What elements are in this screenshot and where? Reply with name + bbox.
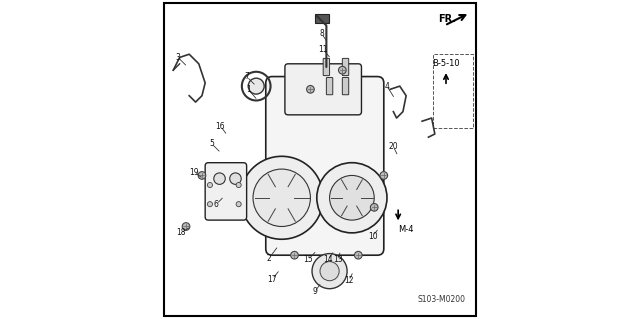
- Text: 9: 9: [312, 287, 317, 296]
- FancyBboxPatch shape: [285, 64, 362, 115]
- Text: 10: 10: [368, 232, 378, 241]
- Circle shape: [240, 156, 323, 239]
- Text: 14: 14: [323, 256, 333, 264]
- FancyBboxPatch shape: [326, 78, 333, 95]
- FancyBboxPatch shape: [266, 77, 384, 255]
- Text: 18: 18: [177, 228, 186, 237]
- Circle shape: [236, 182, 241, 188]
- Text: 5: 5: [209, 139, 214, 148]
- Circle shape: [380, 172, 388, 179]
- Circle shape: [248, 78, 264, 94]
- Text: 19: 19: [189, 168, 199, 177]
- Text: FR.: FR.: [438, 14, 456, 24]
- Text: M-4: M-4: [398, 225, 414, 234]
- Circle shape: [330, 175, 374, 220]
- Text: 12: 12: [344, 276, 353, 285]
- Text: 6: 6: [214, 200, 219, 209]
- Text: 1: 1: [246, 85, 251, 94]
- FancyBboxPatch shape: [323, 58, 330, 76]
- Circle shape: [230, 173, 241, 184]
- Text: 7: 7: [244, 72, 249, 81]
- Text: 16: 16: [216, 122, 225, 130]
- Text: 13: 13: [333, 256, 342, 264]
- Text: 8: 8: [319, 29, 324, 38]
- Text: 4: 4: [385, 82, 389, 91]
- Circle shape: [207, 202, 212, 207]
- Circle shape: [339, 66, 346, 74]
- Text: 3: 3: [175, 53, 180, 62]
- Text: 17: 17: [268, 275, 277, 284]
- FancyBboxPatch shape: [342, 78, 349, 95]
- FancyBboxPatch shape: [342, 58, 349, 76]
- Circle shape: [253, 169, 310, 226]
- FancyBboxPatch shape: [164, 3, 476, 316]
- Text: 11: 11: [319, 45, 328, 54]
- Text: 20: 20: [388, 142, 398, 151]
- Circle shape: [355, 251, 362, 259]
- Circle shape: [307, 85, 314, 93]
- FancyBboxPatch shape: [315, 14, 328, 23]
- Circle shape: [320, 262, 339, 281]
- Circle shape: [291, 251, 298, 259]
- Circle shape: [236, 202, 241, 207]
- FancyBboxPatch shape: [205, 163, 246, 220]
- Circle shape: [198, 172, 206, 179]
- Circle shape: [182, 223, 190, 230]
- Circle shape: [207, 182, 212, 188]
- Circle shape: [214, 173, 225, 184]
- Text: B-5-10: B-5-10: [432, 59, 460, 68]
- Text: S103-M0200: S103-M0200: [417, 295, 465, 304]
- Circle shape: [371, 204, 378, 211]
- Circle shape: [317, 163, 387, 233]
- Text: 2: 2: [267, 254, 271, 263]
- Circle shape: [312, 254, 347, 289]
- Text: 15: 15: [303, 256, 313, 264]
